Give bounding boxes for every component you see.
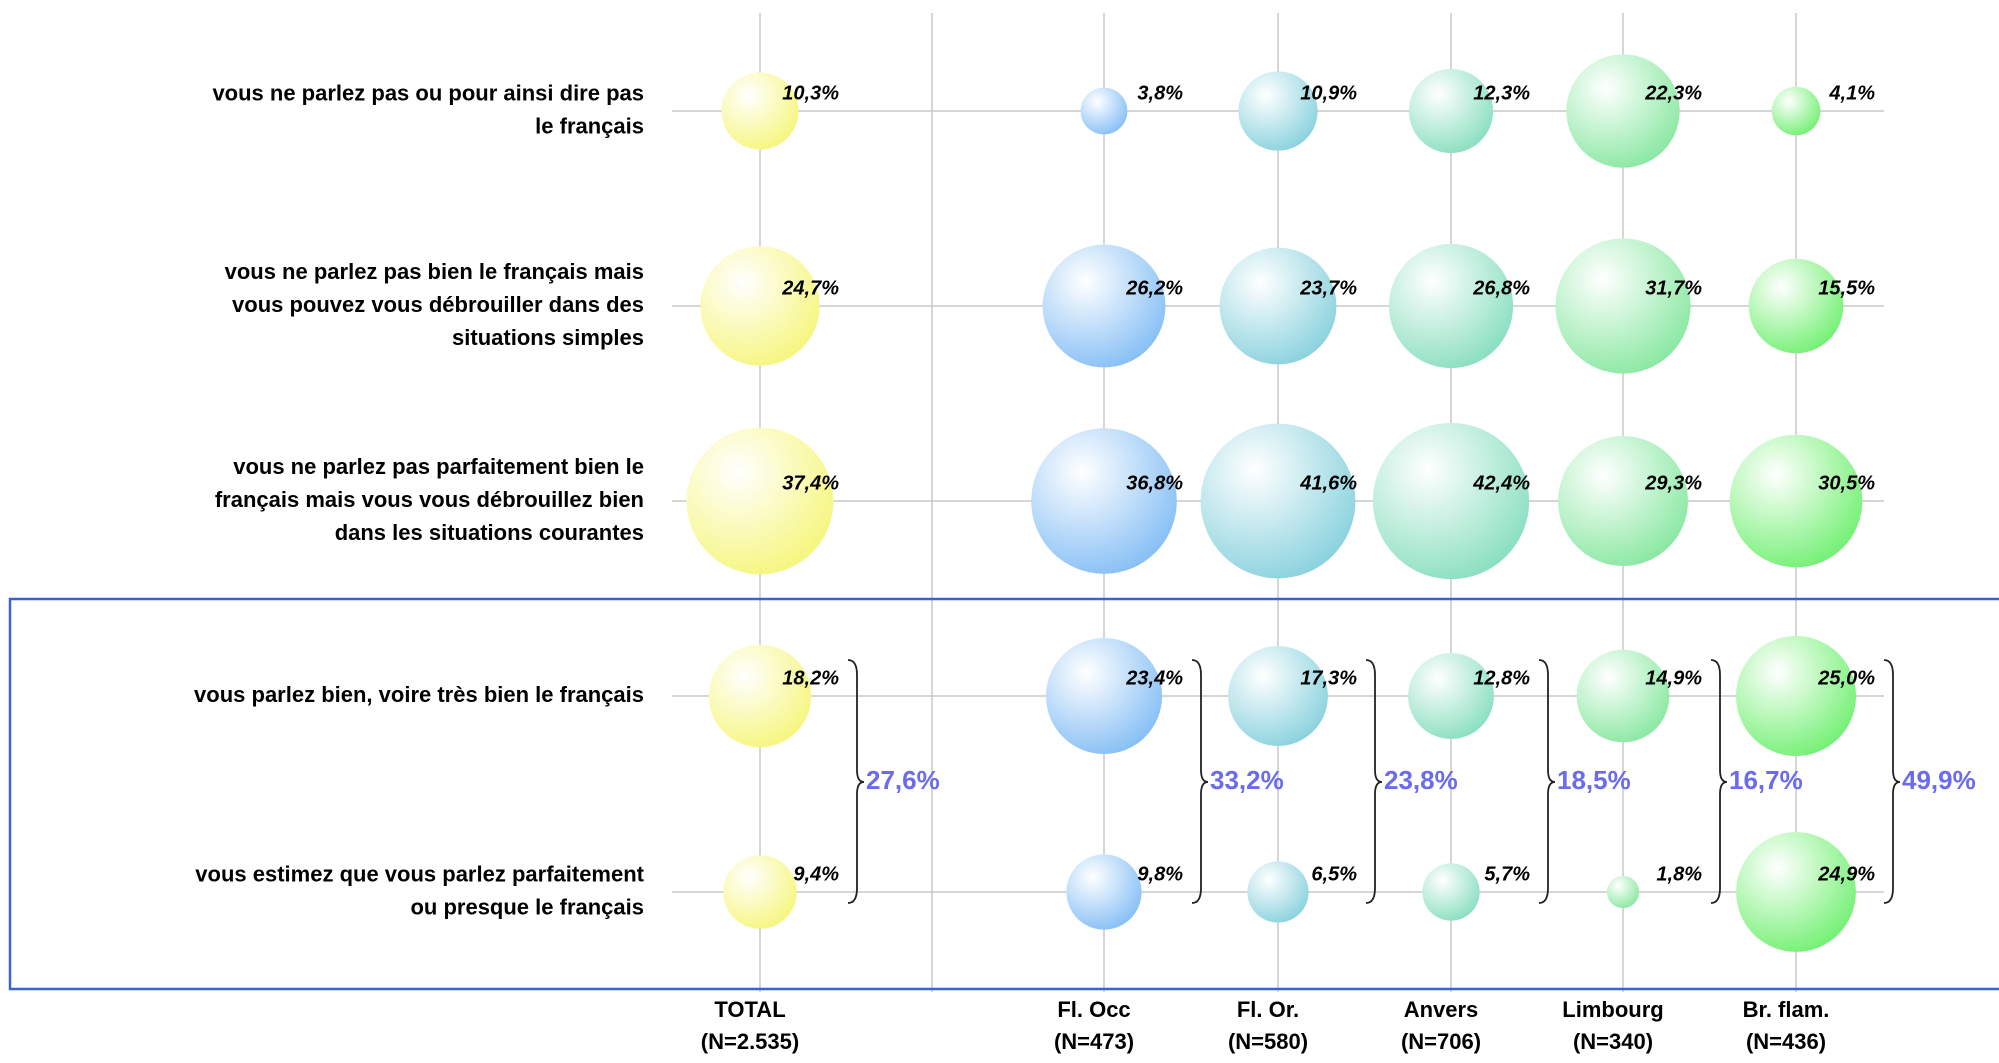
- bubble: [1736, 636, 1856, 756]
- row-label: vous ne parlez pas ou pour ainsi dire pa…: [212, 80, 644, 105]
- value-label: 41,6%: [1299, 472, 1357, 494]
- group-label: 49,9%: [1902, 765, 1976, 795]
- column-n: (N=580): [1228, 1029, 1308, 1054]
- row-label: français mais vous vous débrouillez bien: [215, 487, 644, 512]
- bubble: [1228, 646, 1328, 746]
- row-label: situations simples: [452, 325, 644, 350]
- bracket: [1191, 659, 1209, 904]
- bubble: [1576, 649, 1670, 743]
- group-label: 23,8%: [1384, 765, 1458, 795]
- bubble: [1066, 854, 1142, 930]
- value-label: 25,0%: [1817, 667, 1875, 689]
- bubble: [700, 246, 820, 366]
- value-label: 9,4%: [793, 863, 839, 885]
- column-n: (N=2.535): [701, 1029, 799, 1054]
- bubble: [721, 72, 799, 150]
- column-n: (N=706): [1401, 1029, 1481, 1054]
- column-n: (N=473): [1054, 1029, 1134, 1054]
- bubble: [1729, 434, 1863, 568]
- bubble: [1238, 71, 1318, 151]
- row-label: vous estimez que vous parlez parfaitemen…: [195, 861, 644, 886]
- column-n: (N=436): [1746, 1029, 1826, 1054]
- column-label: Br. flam.: [1743, 997, 1830, 1022]
- value-label: 30,5%: [1818, 472, 1875, 494]
- group-label: 16,7%: [1729, 765, 1803, 795]
- group-label: 27,6%: [866, 765, 940, 795]
- value-label: 23,7%: [1299, 277, 1357, 299]
- bubble: [1045, 637, 1163, 755]
- bubble: [1408, 68, 1494, 154]
- row-label: vous ne parlez pas bien le français mais: [225, 259, 644, 284]
- bracket: [1365, 659, 1383, 904]
- bubble: [1247, 861, 1309, 923]
- bubble: [1219, 247, 1337, 365]
- value-label: 15,5%: [1818, 277, 1875, 299]
- group-label: 33,2%: [1210, 765, 1284, 795]
- bubble: [1736, 832, 1856, 952]
- value-label: 37,4%: [782, 472, 839, 494]
- value-label: 17,3%: [1300, 667, 1357, 689]
- bubble: [723, 855, 797, 929]
- value-label: 3,8%: [1137, 82, 1183, 104]
- bubble: [1372, 422, 1530, 580]
- bubble: [708, 644, 812, 748]
- value-label: 10,9%: [1300, 82, 1357, 104]
- bubble: [1748, 258, 1844, 354]
- bubble: [1042, 244, 1166, 368]
- bubble: [1080, 87, 1128, 135]
- value-label: 23,4%: [1125, 667, 1183, 689]
- bubble: [1555, 238, 1691, 374]
- bracket: [1883, 659, 1901, 904]
- value-label: 14,9%: [1645, 667, 1702, 689]
- value-label: 1,8%: [1656, 863, 1702, 885]
- value-label: 26,8%: [1472, 277, 1530, 299]
- column-label: TOTAL: [714, 997, 785, 1022]
- column-label: Fl. Occ: [1057, 997, 1130, 1022]
- value-label: 5,7%: [1484, 863, 1530, 885]
- bubble: [1031, 428, 1177, 574]
- bubble: [686, 427, 834, 575]
- column-label: Anvers: [1404, 997, 1479, 1022]
- value-label: 24,9%: [1817, 863, 1875, 885]
- value-label: 22,3%: [1644, 82, 1702, 104]
- highlight-box: [8, 597, 1999, 991]
- bracket: [1710, 659, 1728, 904]
- value-label: 4,1%: [1828, 82, 1875, 104]
- value-label: 42,4%: [1472, 472, 1530, 494]
- row-label: le français: [535, 113, 644, 138]
- column-n: (N=340): [1573, 1029, 1653, 1054]
- row-label: dans les situations courantes: [335, 520, 644, 545]
- value-label: 9,8%: [1137, 863, 1183, 885]
- group-label: 18,5%: [1557, 765, 1631, 795]
- bubble: [1558, 436, 1688, 566]
- bubble: [1200, 423, 1356, 579]
- value-label: 6,5%: [1311, 863, 1357, 885]
- bracket: [847, 659, 865, 904]
- column-label: Fl. Or.: [1237, 997, 1299, 1022]
- bubble: [1566, 54, 1680, 168]
- value-label: 31,7%: [1645, 277, 1702, 299]
- value-label: 29,3%: [1644, 472, 1702, 494]
- value-label: 12,8%: [1473, 667, 1530, 689]
- row-label: ou presque le français: [410, 894, 644, 919]
- value-label: 36,8%: [1126, 472, 1183, 494]
- column-label: Limbourg: [1562, 997, 1663, 1022]
- value-label: 12,3%: [1473, 82, 1530, 104]
- value-label: 10,3%: [782, 82, 839, 104]
- bracket: [1538, 659, 1556, 904]
- bubble: [1388, 243, 1514, 369]
- bubble: [1771, 86, 1821, 136]
- bubble: [1422, 863, 1480, 921]
- value-label: 26,2%: [1125, 277, 1183, 299]
- row-label: vous pouvez vous débrouiller dans des: [232, 292, 644, 317]
- row-label: vous ne parlez pas parfaitement bien le: [233, 454, 644, 479]
- row-label: vous parlez bien, voire très bien le fra…: [194, 682, 644, 707]
- bubble: [1606, 875, 1640, 909]
- value-label: 24,7%: [781, 277, 839, 299]
- bubble: [1408, 653, 1494, 739]
- value-label: 18,2%: [782, 667, 839, 689]
